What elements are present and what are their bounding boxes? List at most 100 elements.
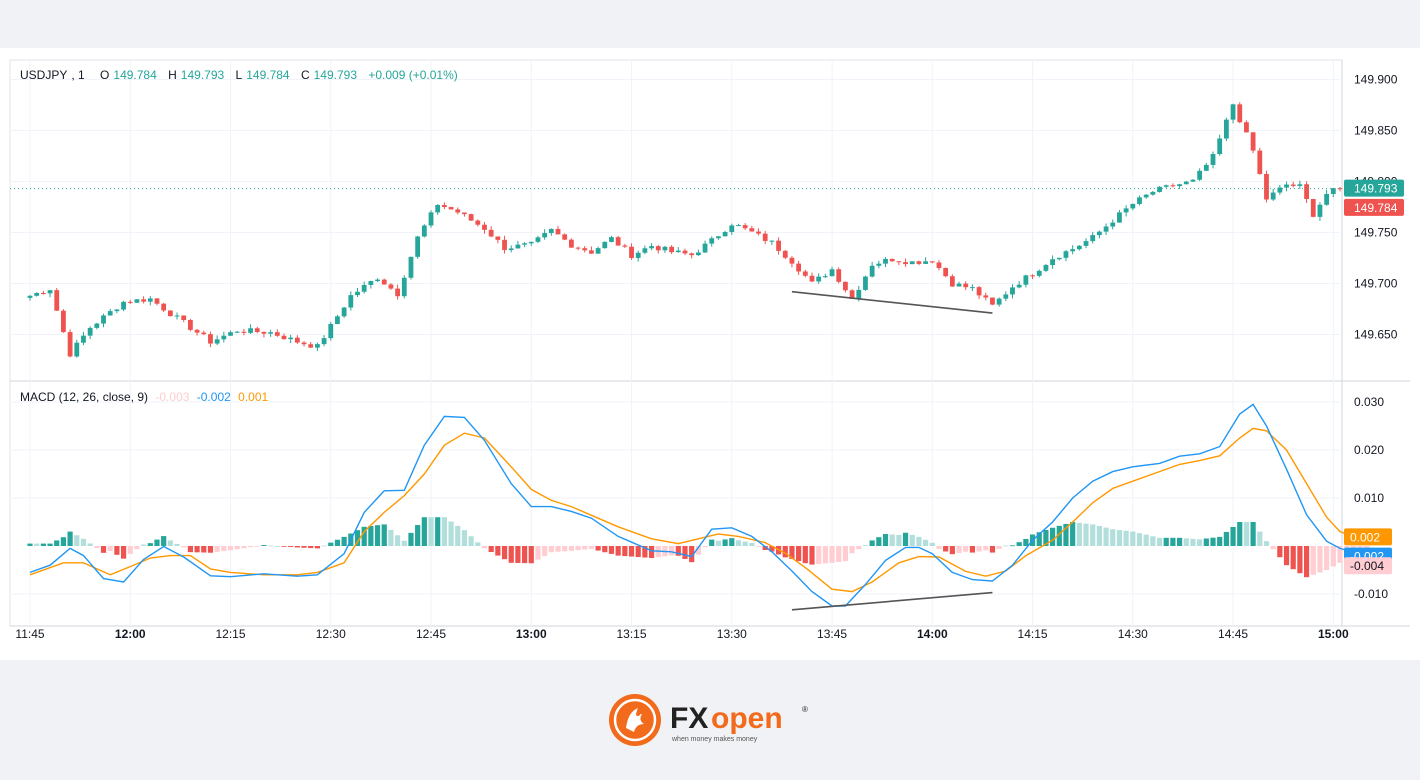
candle-body (1284, 184, 1289, 188)
candle (308, 341, 314, 349)
candle-body (441, 205, 447, 208)
candle (221, 331, 227, 343)
histogram-bar (1290, 546, 1296, 570)
candle (896, 261, 902, 266)
candle-body (1056, 257, 1062, 260)
candle (829, 266, 835, 277)
candle (381, 278, 387, 285)
candle (1297, 180, 1303, 189)
candle (816, 273, 822, 284)
histogram-bar (341, 536, 347, 546)
candle (1003, 291, 1009, 302)
histogram-bar (181, 546, 187, 548)
candle (969, 284, 975, 292)
histogram-bar (628, 546, 635, 557)
candle (274, 329, 280, 337)
candle-body (909, 261, 915, 265)
candle (288, 334, 294, 344)
histogram-bar (47, 543, 53, 546)
candle-body (1317, 204, 1323, 217)
candle (87, 326, 93, 340)
candle-body (67, 332, 73, 357)
histogram-bar (862, 545, 869, 546)
candle (1070, 245, 1076, 255)
candle (903, 258, 908, 267)
macd-signal-badge-label: 0.002 (1350, 530, 1380, 544)
candle-body (863, 276, 868, 290)
candle-body (1130, 203, 1136, 209)
candle-body (194, 329, 200, 333)
candle (1030, 274, 1035, 280)
candle-body (889, 258, 895, 262)
candle (749, 225, 755, 232)
candle (328, 321, 334, 341)
histogram-bar (321, 545, 327, 547)
candle-body (348, 295, 354, 308)
candle (575, 246, 581, 251)
candle-body (40, 292, 46, 294)
candle (883, 257, 888, 268)
macd-title[interactable]: MACD (12, 26, close, 9) (20, 390, 149, 404)
candle (375, 278, 380, 283)
candle (655, 245, 661, 254)
candle-body (301, 342, 307, 345)
candle-body (990, 297, 995, 305)
chart-canvas[interactable]: 11:45 12:00 12:15 12:30 12:45 13:00 13:15 13:30… (0, 48, 1420, 660)
time-tick-label: 14:45 (1218, 627, 1248, 641)
candle-body (528, 241, 534, 244)
histogram-bar (1277, 546, 1283, 558)
candle (1123, 205, 1129, 217)
histogram-bar (1023, 538, 1029, 546)
candle-body (555, 228, 561, 235)
candle-body (1063, 251, 1069, 258)
symbol-label[interactable]: USDJPY, 1 (20, 68, 85, 82)
candle-body (1123, 208, 1129, 213)
candle-body (702, 243, 708, 253)
candle (421, 224, 427, 238)
candle (916, 260, 922, 266)
candle-body (1030, 275, 1035, 277)
histogram-bar (996, 546, 1002, 550)
histogram-bar (842, 546, 849, 562)
candle (649, 243, 654, 251)
price-tick-label: 149.650 (1354, 328, 1398, 342)
histogram-bar (361, 526, 367, 546)
candle (709, 236, 715, 247)
candle (609, 235, 614, 243)
histogram-bar (127, 546, 133, 554)
candle (1324, 189, 1330, 206)
histogram-bar (1237, 522, 1243, 546)
candle (488, 226, 494, 238)
histogram-bar (388, 529, 394, 546)
time-tick-label: 13:30 (717, 627, 747, 641)
candle (74, 339, 80, 358)
candle (729, 223, 735, 235)
histogram-bar (314, 546, 320, 549)
candle (1284, 181, 1289, 192)
histogram-bar (54, 540, 60, 546)
candle (1223, 117, 1229, 142)
histogram-bar (1056, 525, 1062, 546)
candle-body (1177, 184, 1182, 187)
open-value: 149.784 (113, 68, 157, 82)
candle-body (943, 267, 949, 277)
candle (194, 328, 200, 336)
price-trendline (791, 290, 993, 314)
candle (1190, 179, 1196, 183)
candle (1304, 181, 1309, 204)
candle (535, 235, 541, 244)
candle (1330, 187, 1336, 198)
histogram-bar (1070, 522, 1076, 546)
histogram-bar (1230, 526, 1236, 546)
candle (261, 331, 267, 338)
candle-body (976, 287, 982, 296)
candle-body (248, 328, 253, 333)
histogram-bar (74, 535, 80, 546)
histogram-bar (1130, 531, 1136, 546)
candle-body (1270, 192, 1276, 200)
histogram-bar (34, 543, 40, 546)
candle-body (1210, 154, 1216, 165)
candle-body (602, 241, 608, 249)
candle-body (435, 205, 441, 213)
histogram-bar (27, 543, 33, 546)
